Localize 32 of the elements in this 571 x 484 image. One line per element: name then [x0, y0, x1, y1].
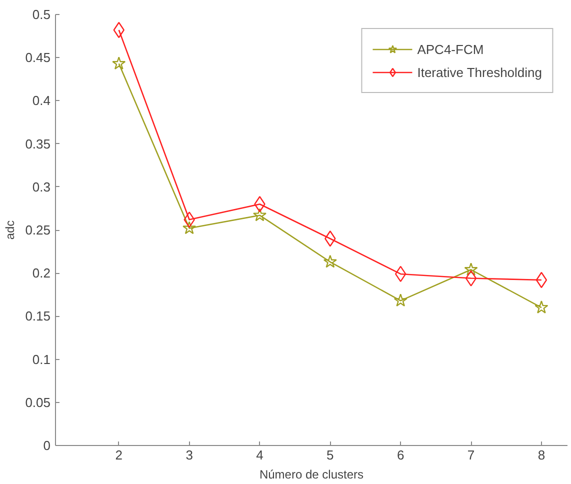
x-tick-label: 4: [256, 448, 264, 462]
x-tick-label: 3: [186, 448, 193, 462]
point: [112, 56, 126, 70]
x-tick-label: 5: [326, 448, 334, 462]
y-tick-label: 0.4: [32, 93, 51, 108]
y-tick-label: 0.2: [32, 266, 51, 281]
x-axis-title: Número de clusters: [259, 468, 364, 482]
x-tick-label: 2: [115, 448, 123, 462]
y-tick-label: 0: [43, 438, 51, 453]
point: [464, 262, 478, 276]
y-tick-label: 0.35: [25, 136, 51, 152]
x-tick-label: 6: [396, 448, 404, 462]
y-tick-label: 0.15: [25, 308, 51, 324]
point: [394, 266, 406, 282]
point: [465, 270, 477, 286]
y-tick-label: 0.25: [25, 222, 51, 238]
legend-label: Iterative Thresholding: [417, 64, 542, 80]
point: [252, 208, 267, 222]
y-tick-label: 0.05: [25, 394, 51, 410]
point: [536, 272, 548, 288]
point: [182, 221, 196, 234]
legend-label: APC4-FCM: [417, 42, 484, 56]
point: [323, 254, 337, 268]
point: [394, 294, 408, 307]
y-axis-title: adc: [3, 220, 18, 240]
y-tick-label: 0.1: [32, 352, 51, 367]
y-tick-label: 0.45: [25, 50, 51, 66]
y-tick-label: 0.5: [32, 7, 51, 22]
y-tick-label: 0.3: [32, 179, 51, 194]
x-tick-label: 8: [538, 448, 546, 462]
x-tick-label: 7: [467, 448, 475, 462]
point: [534, 300, 548, 314]
